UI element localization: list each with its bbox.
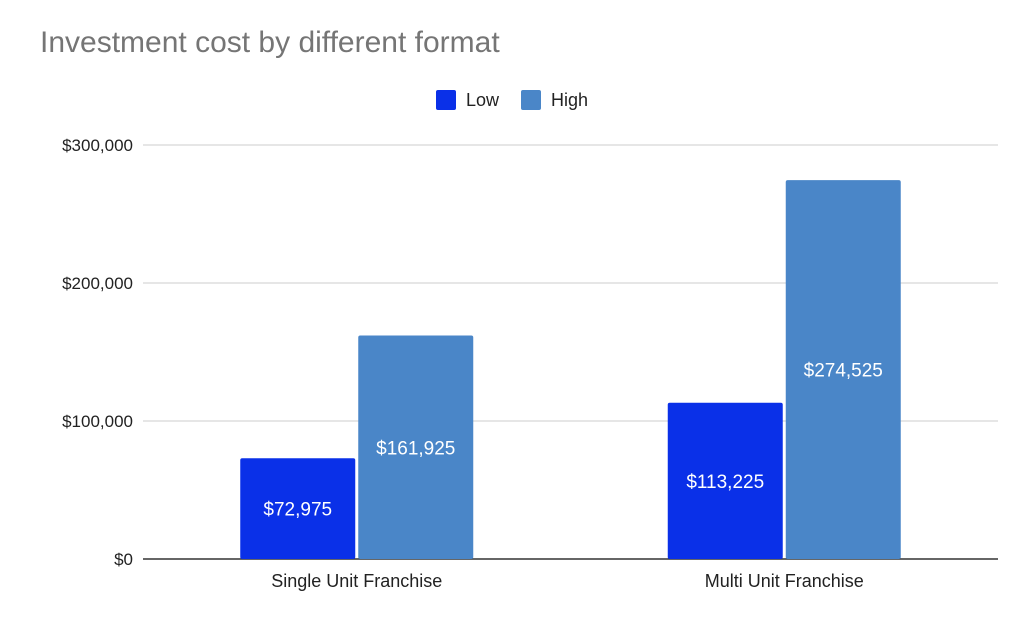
x-category-label: Multi Unit Franchise (705, 571, 864, 591)
bar-value-label: $72,975 (263, 500, 332, 521)
legend-swatch-high (521, 90, 541, 110)
legend-swatch-low (435, 90, 456, 110)
y-tick-label: $100,000 (62, 412, 133, 431)
legend: Low High (0, 86, 1024, 114)
bar-high-1 (785, 180, 901, 559)
y-tick-label: $200,000 (62, 274, 133, 293)
bar-value-label: $274,525 (804, 361, 883, 382)
y-tick-label: $300,000 (62, 136, 133, 155)
legend-item-low[interactable]: Low (435, 89, 499, 111)
y-tick-label: $0 (114, 550, 133, 569)
bar-value-label: $113,225 (686, 472, 764, 493)
x-category-label: Single Unit Franchise (271, 571, 442, 591)
bar-high-0 (358, 335, 474, 559)
bar-low-0 (240, 458, 356, 559)
bar-value-label: $161,925 (376, 438, 455, 459)
legend-label-low: Low (465, 89, 499, 110)
bar-low-1 (667, 402, 783, 559)
legend-label-high: High (551, 89, 589, 110)
chart-title: Investment cost by different format (40, 26, 500, 59)
legend-item-high[interactable]: High (521, 90, 588, 111)
